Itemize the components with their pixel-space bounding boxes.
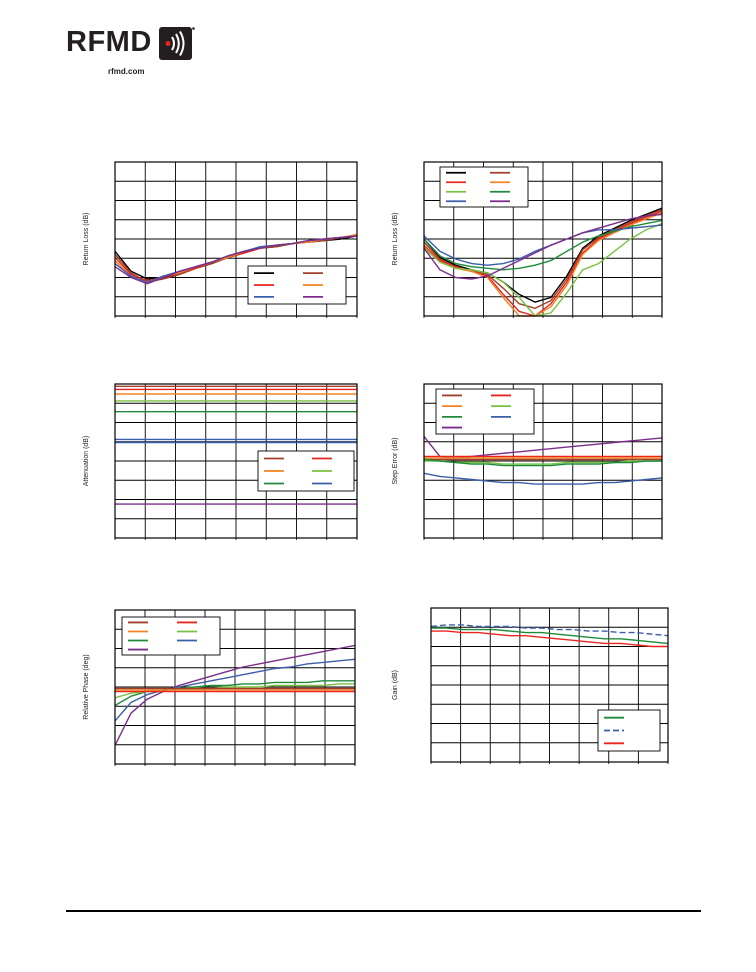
website-link[interactable]: rfmd.com — [108, 67, 145, 76]
y-axis-label: Return Loss (dB) — [392, 213, 399, 266]
y-axis-label: Return Loss (dB) — [83, 213, 90, 266]
signal-waves-icon — [159, 27, 195, 60]
chart-c1: Return Loss (dB) — [83, 161, 358, 318]
series-line-green — [431, 627, 669, 645]
series-line-lightgreen — [423, 222, 663, 317]
series-line-purple — [114, 644, 356, 746]
series-line-purple — [114, 235, 358, 285]
legend-box — [435, 388, 535, 435]
rfmd-logo: RFMD — [66, 24, 206, 64]
series-line-blue — [423, 472, 663, 485]
chart-c3: Attenuation (dB) — [83, 383, 358, 540]
series-line-blue — [423, 224, 663, 266]
chart-c4: Step Error (dB) — [392, 383, 663, 540]
brand-name: RFMD — [66, 26, 152, 58]
y-axis-label: Relative Phase (deg) — [83, 654, 90, 719]
footer-divider — [66, 910, 701, 912]
series-line-green — [423, 458, 662, 467]
chart-c2: Return Loss (dB) — [392, 161, 663, 318]
series-line-blue — [430, 624, 669, 637]
series-line-red — [431, 630, 668, 648]
series-line-lightgreen — [114, 683, 355, 699]
series-line-purple — [423, 435, 663, 459]
legend-box — [121, 616, 221, 656]
series-line-lightgreen — [424, 460, 662, 465]
legend-box — [439, 166, 529, 208]
y-axis-label: Gain (dB) — [392, 670, 399, 700]
y-axis-label: Step Error (dB) — [392, 437, 399, 484]
series-line-blue — [114, 658, 356, 722]
chart-c5: Relative Phase (deg) — [83, 609, 356, 766]
chart-c6: Gain (dB) — [392, 607, 669, 764]
y-axis-label: Attenuation (dB) — [83, 436, 90, 487]
series-line-purple — [423, 213, 663, 280]
series-line-black — [423, 207, 663, 303]
